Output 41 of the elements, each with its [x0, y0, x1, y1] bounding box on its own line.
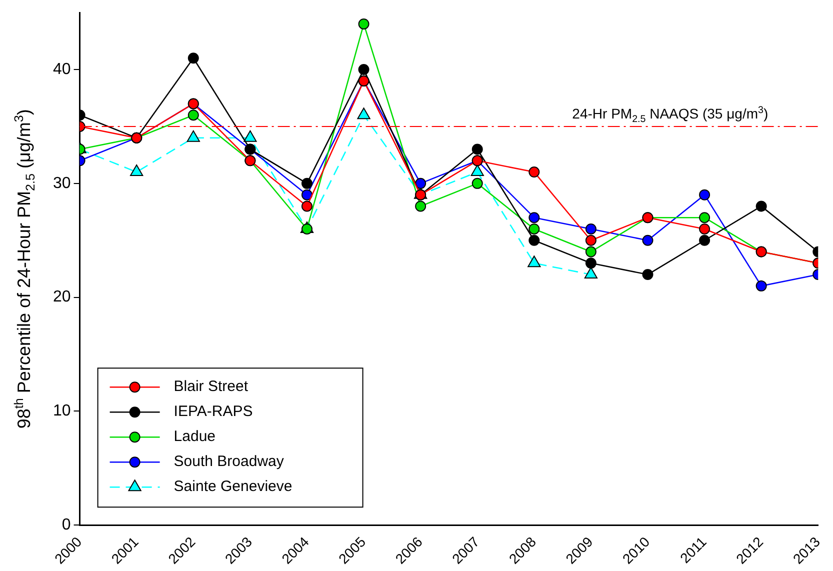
- point: [188, 110, 199, 121]
- point: [130, 164, 144, 176]
- point: [358, 18, 370, 30]
- point: [699, 223, 710, 234]
- point: [528, 234, 540, 246]
- point: [699, 189, 710, 200]
- legend-label: IEPA-RAPS: [174, 403, 253, 420]
- point: [188, 52, 199, 64]
- legend-label: Ladue: [174, 428, 216, 446]
- y-tick-label: 0: [62, 516, 71, 534]
- point: [756, 280, 767, 292]
- point: [528, 166, 540, 178]
- point: [699, 212, 710, 224]
- y-tick-label: 20: [53, 288, 71, 306]
- legend-label: South Broadway: [174, 453, 284, 470]
- point: [470, 164, 484, 176]
- legend-label: Blair Street: [174, 378, 249, 396]
- point: [415, 200, 426, 212]
- point: [528, 223, 540, 234]
- point: [301, 189, 312, 200]
- y-tick-label: 10: [53, 402, 71, 420]
- point: [528, 212, 540, 224]
- point: [584, 267, 598, 279]
- y-tick-label: 30: [53, 174, 71, 192]
- point: [756, 200, 767, 212]
- point: [472, 178, 483, 189]
- point: [642, 269, 654, 280]
- point: [585, 234, 596, 246]
- point: [585, 258, 596, 269]
- point: [301, 178, 312, 189]
- legend-label: Sainte Genevieve: [174, 478, 292, 496]
- point: [358, 64, 370, 76]
- point: [301, 200, 312, 212]
- point: [472, 144, 483, 155]
- point: [699, 234, 710, 246]
- y-axis-title: 98th Percentile of 24-Hour PM2.5 (μg/m3): [12, 109, 38, 429]
- point: [642, 234, 654, 246]
- y-tick-label: 40: [53, 60, 71, 78]
- point: [415, 178, 426, 189]
- point: [585, 246, 596, 258]
- point: [585, 223, 596, 234]
